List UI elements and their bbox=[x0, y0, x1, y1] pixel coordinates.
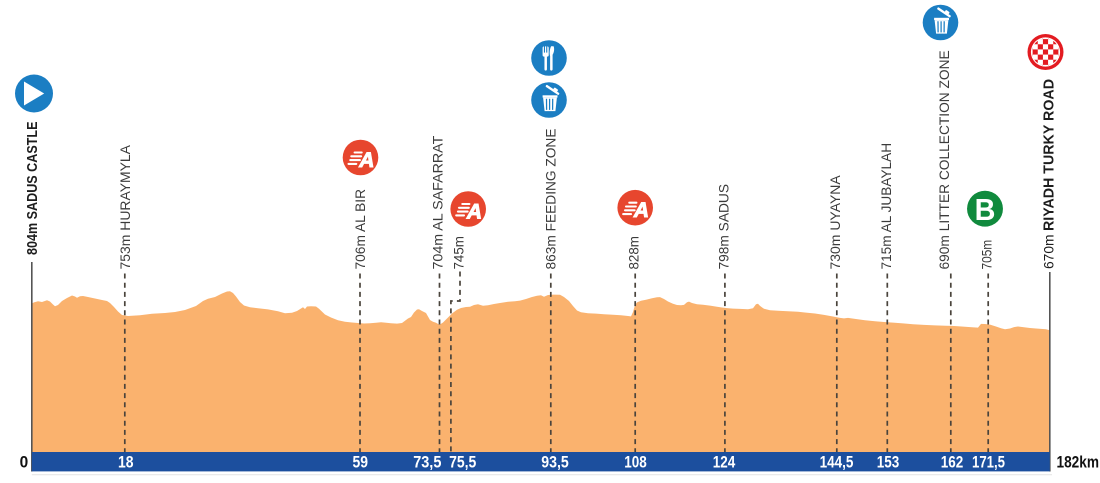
svg-text:108: 108 bbox=[624, 453, 647, 472]
svg-text:A: A bbox=[358, 149, 374, 172]
svg-text:715m AL JUBAYLAH: 715m AL JUBAYLAH bbox=[879, 143, 894, 270]
svg-text:804m SADUS CASTLE: 804m SADUS CASTLE bbox=[25, 121, 41, 255]
svg-text:706m AL BIR: 706m AL BIR bbox=[353, 189, 368, 270]
svg-text:798m SADUS: 798m SADUS bbox=[716, 184, 731, 270]
svg-text:753m HURAYMYLA: 753m HURAYMYLA bbox=[118, 144, 133, 269]
svg-text:730m UYAYNA: 730m UYAYNA bbox=[828, 175, 843, 270]
svg-text:144,5: 144,5 bbox=[820, 453, 854, 472]
svg-text:75,5: 75,5 bbox=[449, 453, 476, 472]
svg-text:153: 153 bbox=[877, 453, 900, 472]
svg-text:A: A bbox=[466, 200, 482, 223]
svg-text:690m LITTER COLLECTION ZONE: 690m LITTER COLLECTION ZONE bbox=[937, 50, 952, 269]
svg-text:B: B bbox=[975, 193, 996, 227]
svg-text:162: 162 bbox=[941, 453, 964, 472]
svg-text:18: 18 bbox=[118, 453, 134, 472]
svg-text:93,5: 93,5 bbox=[541, 453, 569, 472]
svg-text:A: A bbox=[633, 199, 649, 222]
svg-text:171,5: 171,5 bbox=[972, 453, 1005, 472]
svg-text:0: 0 bbox=[20, 453, 29, 472]
svg-text:863m FEEDING ZONE: 863m FEEDING ZONE bbox=[543, 129, 558, 270]
svg-text:745m: 745m bbox=[452, 236, 467, 269]
svg-text:828m: 828m bbox=[626, 236, 641, 269]
svg-text:124: 124 bbox=[713, 453, 736, 472]
svg-text:705m: 705m bbox=[979, 240, 994, 270]
svg-text:73,5: 73,5 bbox=[413, 453, 441, 472]
svg-text:670m: 670m bbox=[1041, 234, 1056, 269]
svg-text:59: 59 bbox=[353, 453, 369, 472]
svg-text:704m AL SAFARRAT: 704m AL SAFARRAT bbox=[431, 135, 446, 269]
svg-text:182km: 182km bbox=[1057, 453, 1100, 472]
svg-text:RIYADH TURKY ROAD: RIYADH TURKY ROAD bbox=[1041, 79, 1058, 231]
